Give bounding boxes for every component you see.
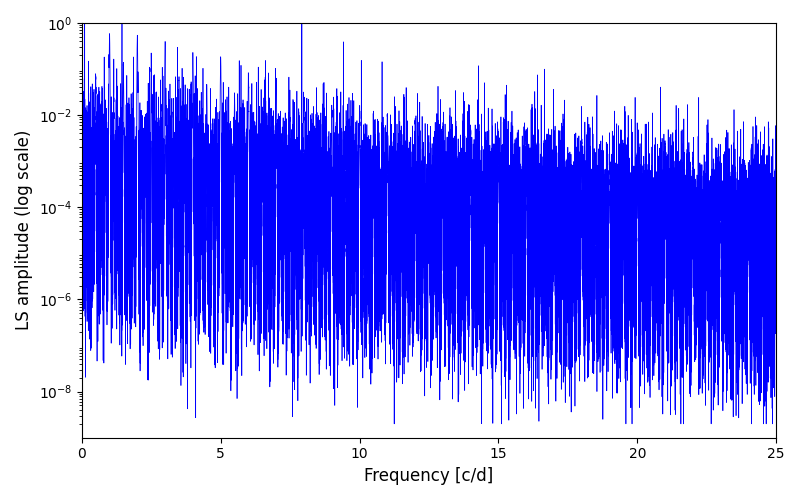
- X-axis label: Frequency [c/d]: Frequency [c/d]: [364, 467, 494, 485]
- Y-axis label: LS amplitude (log scale): LS amplitude (log scale): [15, 130, 33, 330]
